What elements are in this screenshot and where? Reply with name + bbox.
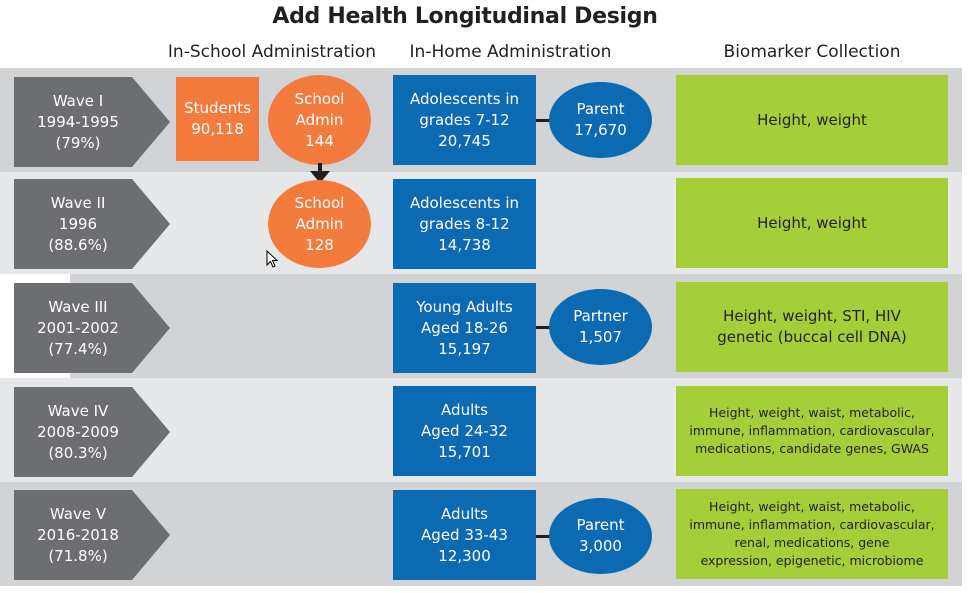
in-home-wave-1: Adolescents in grades 7-12 20,745 bbox=[393, 75, 536, 165]
wave-4-arrow-shape bbox=[14, 387, 170, 477]
down-arrow-icon bbox=[310, 171, 330, 183]
wave-4-label: Wave IV 2008-2009 (80.3%) bbox=[14, 387, 142, 477]
in-home-wave-5: Adults Aged 33-43 12,300 bbox=[393, 490, 536, 580]
parent-1-count: 17,670 bbox=[574, 121, 627, 139]
school-admin-2-line-1: School bbox=[294, 193, 345, 212]
school-admin-1-count: 144 bbox=[305, 131, 334, 150]
school-admin-2-line-2: Admin bbox=[295, 214, 344, 233]
mouse-cursor-icon bbox=[266, 250, 278, 268]
wave-2-label: Wave II 1996 (88.6%) bbox=[14, 179, 142, 269]
biomarker-4-line-2: immune, inflammation, cardiovascular, bbox=[689, 423, 935, 438]
wave-2-years: 1996 bbox=[58, 214, 98, 233]
in-home-wave-4: Adults Aged 24-32 15,701 bbox=[393, 386, 536, 476]
biomarker-2-line-1: Height, weight bbox=[757, 213, 867, 232]
in-home-2-line-1: Adolescents in bbox=[409, 193, 520, 212]
biomarker-3-line-1: Height, weight, STI, HIV bbox=[723, 307, 901, 325]
wave-3-years: 2001-2002 bbox=[37, 318, 119, 337]
biomarker-5-line-1: Height, weight, waist, metabolic, bbox=[709, 499, 915, 514]
biomarker-wave-4: Height, weight, waist, metabolic, immune… bbox=[676, 386, 948, 476]
parent-5-label: Parent bbox=[576, 516, 625, 534]
school-admin-wave-2: School Admin 128 bbox=[268, 180, 371, 268]
in-home-3-count: 15,197 bbox=[438, 339, 491, 358]
school-admin-arrow-stem bbox=[318, 163, 322, 173]
wave-2-arrow-shape bbox=[14, 179, 170, 269]
school-admin-1-line-2: Admin bbox=[295, 110, 344, 129]
wave-5-years: 2016-2018 bbox=[37, 525, 119, 544]
wave-4-response-rate: (80.3%) bbox=[48, 443, 108, 462]
school-admin-1-line-1: School bbox=[294, 89, 345, 108]
connector-wave-5 bbox=[536, 535, 550, 538]
biomarker-5-line-4: expression, epigenetic, microbiome bbox=[700, 553, 924, 568]
in-home-1-count: 20,745 bbox=[438, 131, 491, 150]
column-header-in-school: In-School Administration bbox=[167, 42, 377, 62]
in-home-4-line-1: Adults bbox=[441, 400, 488, 419]
biomarker-wave-2: Height, weight bbox=[676, 178, 948, 268]
wave-1-arrow-shape bbox=[14, 77, 170, 167]
partner-3-label: Partner bbox=[573, 307, 628, 325]
biomarker-wave-3: Height, weight, STI, HIV genetic (buccal… bbox=[676, 282, 948, 372]
wave-1-response-rate: (79%) bbox=[55, 133, 101, 152]
column-header-in-home: In-Home Administration bbox=[409, 42, 612, 62]
in-home-3-line-2: Aged 18-26 bbox=[421, 318, 508, 337]
biomarker-4-line-3: medications, candidate genes, GWAS bbox=[695, 441, 929, 456]
in-home-5-line-2: Aged 33-43 bbox=[421, 525, 508, 544]
in-home-2-count: 14,738 bbox=[438, 235, 491, 254]
wave-4-years: 2008-2009 bbox=[37, 422, 119, 441]
students-count: 90,118 bbox=[191, 120, 244, 138]
parent-wave-5: Parent 3,000 bbox=[549, 498, 652, 574]
biomarker-3-line-2: genetic (buccal cell DNA) bbox=[717, 328, 907, 346]
school-admin-2-count: 128 bbox=[305, 235, 334, 254]
diagram-title: Add Health Longitudinal Design bbox=[272, 4, 658, 29]
in-home-4-count: 15,701 bbox=[438, 442, 491, 461]
column-header-biomarker: Biomarker Collection bbox=[723, 42, 901, 62]
in-home-wave-2: Adolescents in grades 8-12 14,738 bbox=[393, 179, 536, 269]
wave-2-response-rate: (88.6%) bbox=[48, 235, 108, 254]
in-home-5-line-1: Adults bbox=[441, 504, 488, 523]
biomarker-1-line-1: Height, weight bbox=[757, 110, 867, 129]
in-home-3-line-1: Young Adults bbox=[416, 297, 513, 316]
wave-5-arrow-shape bbox=[14, 490, 170, 580]
in-home-wave-3: Young Adults Aged 18-26 15,197 bbox=[393, 283, 536, 373]
wave-1-name: Wave I bbox=[52, 91, 104, 110]
in-home-1-line-2: grades 7-12 bbox=[419, 110, 510, 129]
biomarker-4-line-1: Height, weight, waist, metabolic, bbox=[709, 405, 915, 420]
biomarker-5-line-2: immune, inflammation, cardiovascular, bbox=[689, 517, 935, 532]
in-home-5-count: 12,300 bbox=[438, 546, 491, 565]
students-label: Students bbox=[184, 99, 251, 117]
parent-1-label: Parent bbox=[576, 100, 625, 118]
wave-3-label: Wave III 2001-2002 (77.4%) bbox=[14, 283, 142, 373]
wave-4-name: Wave IV bbox=[47, 401, 109, 420]
wave-3-response-rate: (77.4%) bbox=[48, 339, 108, 358]
in-home-2-line-2: grades 8-12 bbox=[419, 214, 510, 233]
partner-3-count: 1,507 bbox=[579, 328, 622, 346]
wave-5-name: Wave V bbox=[49, 504, 107, 523]
connector-wave-1 bbox=[536, 119, 550, 122]
wave-5-label: Wave V 2016-2018 (71.8%) bbox=[14, 490, 142, 580]
biomarker-wave-5: Height, weight, waist, metabolic, immune… bbox=[676, 489, 948, 579]
wave-1-label: Wave I 1994-1995 (79%) bbox=[14, 77, 142, 167]
partner-wave-3: Partner 1,507 bbox=[549, 289, 652, 365]
wave-3-arrow-shape bbox=[14, 283, 170, 373]
parent-5-count: 3,000 bbox=[579, 537, 622, 555]
biomarker-5-line-3: renal, medications, gene bbox=[734, 535, 890, 550]
school-admin-wave-1: School Admin 144 bbox=[268, 75, 371, 165]
in-home-1-line-1: Adolescents in bbox=[409, 89, 520, 108]
connector-wave-3 bbox=[536, 326, 550, 329]
wave-1-years: 1994-1995 bbox=[37, 112, 119, 131]
students-box: Students 90,118 bbox=[176, 77, 259, 161]
wave-5-response-rate: (71.8%) bbox=[48, 546, 108, 565]
wave-2-name: Wave II bbox=[50, 193, 106, 212]
in-home-4-line-2: Aged 24-32 bbox=[421, 421, 508, 440]
parent-wave-1: Parent 17,670 bbox=[549, 82, 652, 158]
wave-3-name: Wave III bbox=[48, 297, 108, 316]
biomarker-wave-1: Height, weight bbox=[676, 75, 948, 165]
